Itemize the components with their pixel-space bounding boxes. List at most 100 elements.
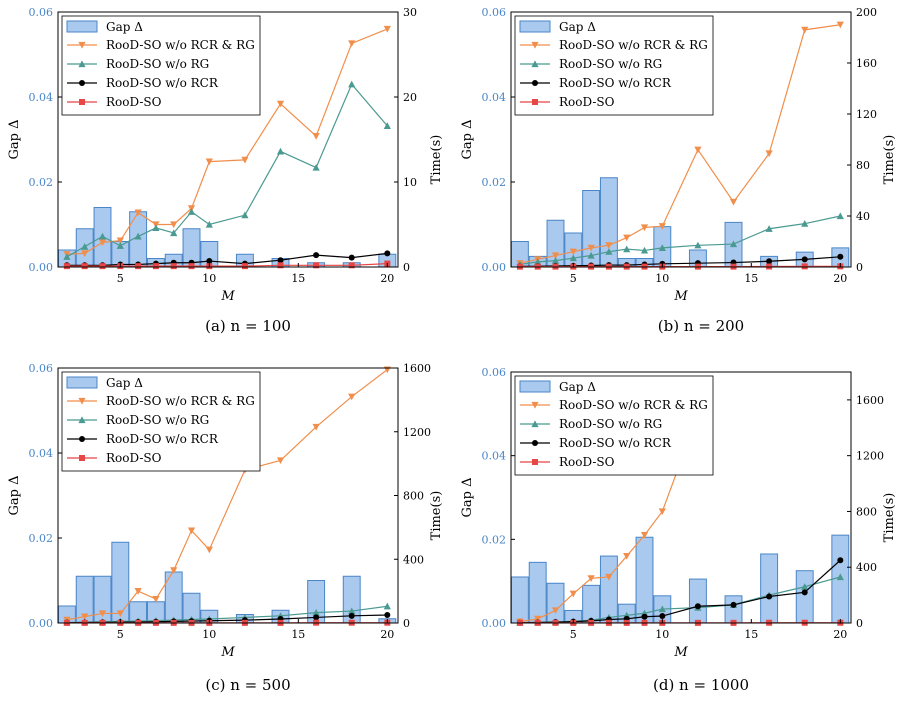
y-left-tick-label: 0.02 <box>29 532 54 545</box>
series-point <box>765 225 773 232</box>
legend-label: Gap Δ <box>106 376 143 390</box>
series-point <box>551 257 560 264</box>
series-point <box>801 220 809 227</box>
x-tick-label: 20 <box>380 272 394 285</box>
y-left-tick-label: 0.04 <box>29 447 54 460</box>
y-right-axis-title: Time(s) <box>882 493 897 543</box>
series-point <box>694 146 702 154</box>
legend: Gap Δ RooD-SO w/o RCR & RG RooD-SO w/o RG R… <box>61 15 261 116</box>
series-point <box>205 220 213 228</box>
y-right-tick-label: 200 <box>856 6 877 19</box>
y-left-tick-label: 0.00 <box>482 261 507 274</box>
series-point <box>383 122 391 129</box>
series-point <box>658 508 666 516</box>
legend-marker <box>79 455 85 461</box>
series-point <box>729 240 738 248</box>
legend-label: RooD-SO w/o RG <box>106 57 209 71</box>
y-left-axis-title: Gap Δ <box>7 120 22 160</box>
series-point <box>98 232 107 240</box>
plot-frame <box>57 11 399 268</box>
series-point <box>99 263 106 270</box>
legend-label: RooD-SO w/o RCR & RG <box>106 394 255 408</box>
gap-bar <box>510 576 529 624</box>
series-point <box>605 573 613 581</box>
series-point <box>640 246 649 254</box>
series-point <box>348 393 356 401</box>
subcaption: (b) n = 200 <box>658 317 744 335</box>
series-point <box>801 26 809 34</box>
series-point <box>152 595 160 603</box>
legend: Gap Δ RooD-SO w/o RCR & RG RooD-SO w/o RG R… <box>514 15 714 116</box>
series-point <box>348 254 355 261</box>
x-tick-label: 15 <box>291 628 305 641</box>
series-point <box>658 223 666 230</box>
series-point <box>98 610 107 618</box>
y-left-tick-label: 0.00 <box>29 617 54 630</box>
gap-bar <box>688 578 707 624</box>
series-line <box>66 28 388 255</box>
legend-bar-swatch <box>66 376 98 389</box>
x-tick-label: 5 <box>570 628 577 641</box>
series-point <box>206 258 213 265</box>
series-point <box>188 263 195 270</box>
series-point <box>801 263 808 270</box>
x-tick-label: 20 <box>833 272 847 285</box>
y-left-tick-label: 0.00 <box>482 617 507 630</box>
y-right-tick-label: 0 <box>403 617 410 630</box>
series-point <box>152 224 160 231</box>
legend-label: RooD-SO w/o RCR <box>106 76 219 90</box>
series-point <box>801 256 808 263</box>
y-left-tick-label: 0.06 <box>29 362 54 375</box>
chart-panel-1: 5 10 15 20 0.00 0.02 0.04 0.06 0 10 20 30 M Gap Δ Time… <box>7 6 444 335</box>
y-right-tick-label: 1200 <box>856 450 884 463</box>
series-point <box>348 40 356 48</box>
y-right-tick-label: 20 <box>403 91 417 104</box>
y-right-tick-label: 30 <box>403 6 417 19</box>
chart-panel-4: 5 10 15 20 0.00 0.02 0.04 0.06 0 400 800 1200 1600 M G… <box>460 366 897 694</box>
legend-label: RooD-SO <box>106 95 162 109</box>
x-tick-label: 5 <box>570 272 577 285</box>
series-point <box>384 250 391 257</box>
legend-marker <box>79 99 85 105</box>
series-point <box>134 209 142 217</box>
series-point <box>837 557 844 564</box>
series-point <box>312 423 320 431</box>
y-left-tick-label: 0.02 <box>29 176 54 189</box>
series-point <box>801 583 809 590</box>
y-left-tick-label: 0.02 <box>482 176 507 189</box>
series-point <box>694 241 702 249</box>
x-tick-label: 10 <box>202 272 216 285</box>
series-point <box>534 258 542 265</box>
series-point <box>312 163 320 171</box>
x-tick-label: 20 <box>380 628 394 641</box>
series-point <box>116 237 124 245</box>
y-left-tick-label: 0.04 <box>29 91 54 104</box>
series-point <box>640 532 649 539</box>
series-point <box>98 239 107 246</box>
y-right-tick-label: 40 <box>856 210 870 223</box>
chart-panel-2: 5 10 15 20 0.00 0.02 0.04 0.06 0 40 80 120 160 200 M Ga… <box>460 6 897 335</box>
series-line <box>519 24 841 264</box>
legend-label: RooD-SO w/o RG <box>106 413 209 427</box>
series-point <box>383 602 391 610</box>
y-left-tick-label: 0.04 <box>482 91 507 104</box>
legend-label: RooD-SO w/o RCR & RG <box>106 38 255 52</box>
x-tick-label: 10 <box>655 272 669 285</box>
series-point <box>837 253 844 260</box>
series-point <box>187 527 196 535</box>
series-point <box>170 263 177 270</box>
series-point <box>587 575 595 582</box>
series-point <box>170 229 178 237</box>
series-point <box>313 252 320 259</box>
legend-marker <box>532 440 538 446</box>
series-point <box>801 589 808 596</box>
series-point <box>276 100 285 108</box>
legend-bar-swatch <box>66 20 98 33</box>
series-point <box>658 244 666 251</box>
y-left-tick-label: 0.06 <box>29 6 54 19</box>
gap-bar <box>724 595 743 624</box>
series-point <box>569 248 577 256</box>
legend-marker <box>79 80 85 86</box>
series-point <box>384 612 391 619</box>
x-tick-label: 15 <box>744 628 758 641</box>
